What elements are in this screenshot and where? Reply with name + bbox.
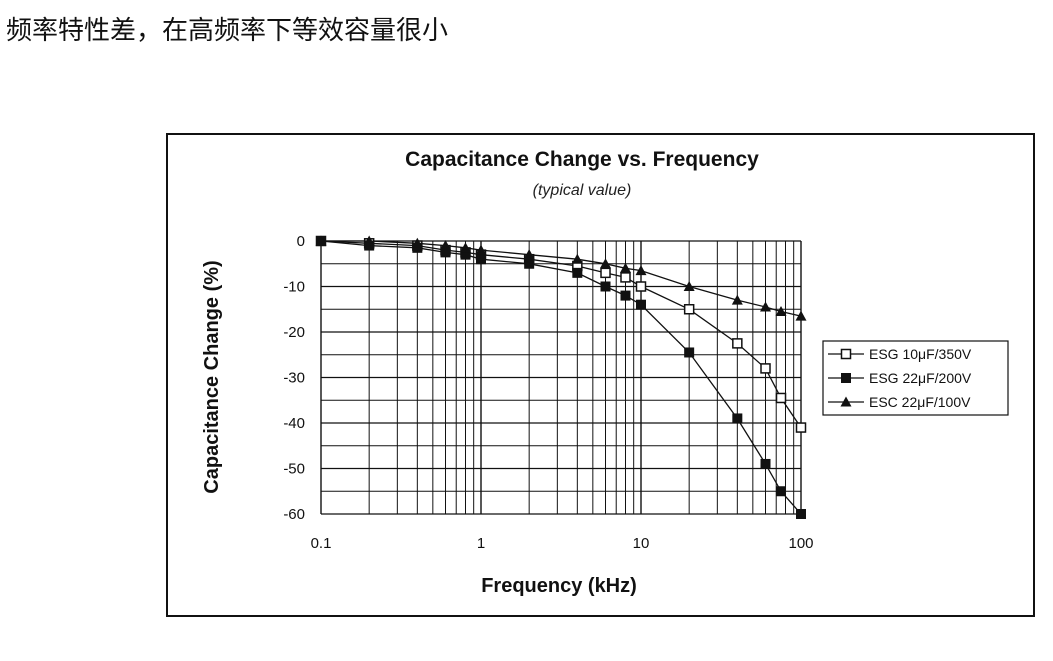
filled-square-marker xyxy=(476,254,486,265)
filled-square-marker xyxy=(841,373,851,383)
series-layer xyxy=(315,235,807,519)
filled-triangle-marker xyxy=(600,258,612,269)
series-group xyxy=(315,235,807,321)
y-tick-label: -40 xyxy=(283,415,305,432)
legend: ESG 10μF/350V ESG 22μF/200V ESC 22μF/100V xyxy=(822,340,1009,416)
filled-triangle-marker xyxy=(840,396,852,407)
open-square-marker xyxy=(600,267,611,279)
filled-square-marker xyxy=(364,240,375,251)
filled-square-marker xyxy=(440,247,451,258)
open-square-marker xyxy=(683,304,695,315)
page-heading: 频率特性差，在高频率下等效容量很小 xyxy=(6,16,449,46)
filled-triangle-marker xyxy=(459,242,471,253)
filled-triangle-marker xyxy=(731,294,743,305)
legend-label: ESC 22μF/100V xyxy=(869,394,971,410)
filled-square-marker xyxy=(732,413,743,424)
series-line xyxy=(320,240,802,428)
grid-lines xyxy=(320,240,802,515)
filled-square-marker xyxy=(600,281,611,292)
legend-label: ESG 10μF/350V xyxy=(869,346,972,362)
filled-triangle-marker xyxy=(635,265,647,276)
open-square-marker xyxy=(840,348,852,360)
x-tick-label: 100 xyxy=(788,535,813,552)
open-square-marker xyxy=(635,281,647,292)
filled-square-marker xyxy=(796,509,806,519)
y-tick-label: -30 xyxy=(283,370,305,387)
chart-title: Capacitance Change vs. Frequency xyxy=(405,148,759,171)
legend-label: ESG 22μF/200V xyxy=(869,370,972,386)
filled-triangle-marker xyxy=(571,253,583,264)
y-tick-label: 0 xyxy=(297,233,305,250)
filled-triangle-marker xyxy=(523,249,535,260)
open-square-marker xyxy=(620,272,631,283)
y-axis-label: Capacitance Change (%) xyxy=(201,260,223,493)
filled-square-marker xyxy=(412,242,423,253)
open-square-marker xyxy=(732,338,743,349)
filled-triangle-marker xyxy=(363,235,375,246)
filled-triangle-marker xyxy=(411,237,423,248)
filled-triangle-marker xyxy=(315,235,327,246)
chart-subtitle: (typical value) xyxy=(533,182,632,199)
y-tick-label: -20 xyxy=(283,324,305,341)
series-line xyxy=(320,240,802,515)
filled-square-marker xyxy=(572,267,583,278)
filled-triangle-marker xyxy=(683,281,695,291)
legend-box xyxy=(822,340,1009,416)
filled-square-marker xyxy=(636,299,646,310)
x-tick-label: 1 xyxy=(477,535,485,552)
y-tick-label: -60 xyxy=(283,506,305,523)
y-tick-label: -50 xyxy=(283,461,305,478)
filled-square-marker xyxy=(460,249,471,260)
filled-square-marker xyxy=(760,458,771,469)
filled-square-marker xyxy=(776,486,787,497)
x-tick-label: 0.1 xyxy=(311,535,332,552)
filled-triangle-marker xyxy=(775,306,787,317)
filled-triangle-marker xyxy=(475,244,487,255)
filled-square-marker xyxy=(684,347,695,358)
open-square-marker xyxy=(795,422,807,433)
filled-triangle-marker xyxy=(760,301,772,312)
filled-triangle-marker xyxy=(619,262,631,273)
x-axis-label: Frequency (kHz) xyxy=(481,575,637,597)
y-tick-label: -10 xyxy=(283,279,305,296)
filled-square-marker xyxy=(620,290,631,301)
series-line xyxy=(321,240,802,317)
filled-triangle-marker xyxy=(795,310,807,321)
filled-square-marker xyxy=(524,258,535,269)
open-square-marker xyxy=(775,392,787,404)
open-square-marker xyxy=(760,363,771,374)
series-group xyxy=(315,235,807,433)
x-tick-label: 10 xyxy=(633,535,650,552)
filled-triangle-marker xyxy=(440,240,452,251)
tick-labels: 0.1 1 10 100 0 -10 -20 -30 -40 -50 -60 xyxy=(283,233,813,552)
